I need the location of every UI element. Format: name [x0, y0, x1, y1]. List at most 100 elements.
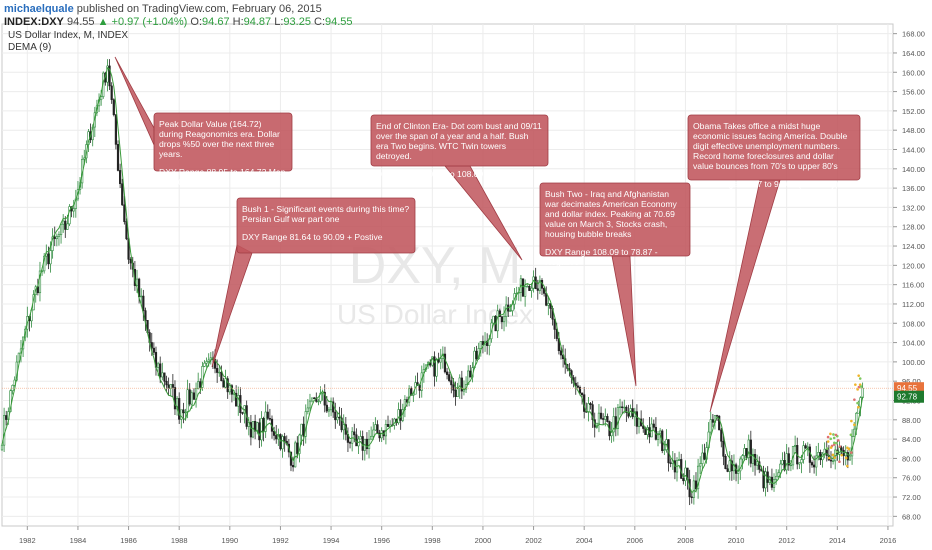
x-tick-label: 1992 — [272, 536, 289, 545]
projection-dot — [838, 460, 841, 464]
candle-body — [235, 392, 238, 407]
candle-body — [203, 362, 206, 367]
candle-body — [576, 385, 579, 388]
y-tick-label: 120.00 — [902, 261, 925, 270]
candle-body — [669, 462, 672, 464]
candle-body — [606, 416, 609, 422]
candle-body — [589, 403, 592, 405]
candle-body — [296, 442, 299, 454]
projection-dot — [850, 419, 853, 423]
candle-body — [220, 371, 223, 382]
projection-dot — [844, 456, 848, 460]
y-tick-label: 164.00 — [902, 49, 925, 58]
close-label: C: — [314, 16, 326, 28]
projection-dot — [829, 437, 833, 441]
candle-body — [629, 408, 632, 417]
candle-body — [496, 310, 499, 332]
y-tick-label: 84.00 — [902, 435, 921, 444]
candle-body — [386, 424, 390, 427]
candle-body — [439, 358, 442, 363]
candle-body — [831, 460, 835, 462]
candle-body — [853, 428, 856, 437]
candle-body — [163, 372, 166, 382]
candle-body — [739, 458, 742, 472]
candle-body — [249, 422, 253, 438]
candle-body — [690, 496, 693, 498]
candle-body — [492, 315, 495, 324]
candle-body — [498, 310, 501, 317]
candle-body — [275, 435, 278, 440]
candle-body — [182, 409, 185, 414]
projection-dot — [833, 456, 836, 459]
callout-box — [539, 182, 691, 257]
candle-body — [306, 407, 309, 412]
projection-dot — [856, 401, 859, 405]
x-tick-label: 2012 — [778, 536, 795, 545]
projection-dots — [825, 374, 863, 468]
candle-body — [722, 440, 725, 457]
candle-body — [528, 285, 531, 291]
author-link[interactable]: michaelquale — [4, 3, 74, 15]
candle-body — [682, 478, 685, 482]
candle-body — [294, 442, 297, 468]
candle-body — [555, 329, 558, 339]
projection-dot — [835, 441, 838, 445]
candle-body — [298, 434, 301, 454]
y-tick-label: 132.00 — [902, 203, 925, 212]
projection-dot — [827, 456, 831, 460]
y-tick-label: 72.00 — [902, 493, 921, 502]
candle-body — [813, 464, 816, 468]
candle-body — [150, 342, 153, 349]
candle-body — [743, 448, 746, 456]
callout-line: Bush 1 - Significant events during this … — [242, 204, 410, 224]
callout-bush-two — [539, 182, 691, 387]
open-value: 94.67 — [202, 16, 230, 28]
candle-body — [264, 411, 267, 432]
candle-body — [188, 389, 191, 405]
candle-body — [125, 221, 128, 240]
candle-body — [100, 96, 103, 101]
x-tick-label: 1994 — [323, 536, 340, 545]
candle-body — [701, 452, 704, 464]
x-tick-label: 2004 — [576, 536, 593, 545]
candle-body — [764, 471, 767, 489]
projection-dot — [829, 446, 833, 449]
candle-body — [408, 388, 411, 403]
candle-body — [762, 470, 765, 489]
candle-body — [846, 452, 849, 461]
series-legend: US Dollar Index, M, INDEX DEMA (9) — [8, 30, 128, 54]
candle-body — [500, 316, 504, 323]
candle-body — [445, 371, 449, 375]
candle-body — [140, 295, 143, 298]
legend-title[interactable]: US Dollar Index, M, INDEX — [8, 30, 129, 41]
callout-line: DXY Range 78.87 to 94.65 (Currently) — [693, 179, 839, 189]
projection-dot — [826, 440, 830, 443]
candle-body — [5, 415, 8, 420]
candle-body — [599, 412, 603, 419]
candle-body — [108, 65, 111, 87]
candle-body — [819, 452, 822, 461]
candle-body — [123, 204, 126, 222]
candle-body — [317, 400, 320, 403]
candle-body — [3, 415, 6, 446]
x-tick-label: 1998 — [424, 536, 441, 545]
candle-body — [625, 406, 628, 413]
candle-body — [602, 418, 605, 420]
y-tick-label: 116.00 — [902, 281, 924, 290]
callout-text-peak-dollar: Peak Dollar Value (164.72) during Reagon… — [159, 119, 287, 195]
candle-body — [66, 223, 69, 230]
candle-body — [399, 409, 402, 421]
legend-indicator[interactable]: DEMA (9) — [8, 42, 52, 53]
candle-body — [604, 416, 607, 420]
candle-body — [178, 398, 181, 420]
candle-body — [861, 387, 864, 398]
y-tick-label: 144.00 — [902, 146, 925, 155]
callout-line: DXY Range 90.09 to 108.09 Positive — [376, 169, 516, 179]
symbol-label[interactable]: INDEX:DXY — [4, 16, 64, 28]
callout-line: Bush Two - Iraq and Afghanistan war deci… — [545, 189, 677, 239]
candle-body — [724, 456, 727, 470]
price-change: +0.97 (+1.04%) — [111, 16, 188, 28]
candle-body — [709, 419, 712, 433]
